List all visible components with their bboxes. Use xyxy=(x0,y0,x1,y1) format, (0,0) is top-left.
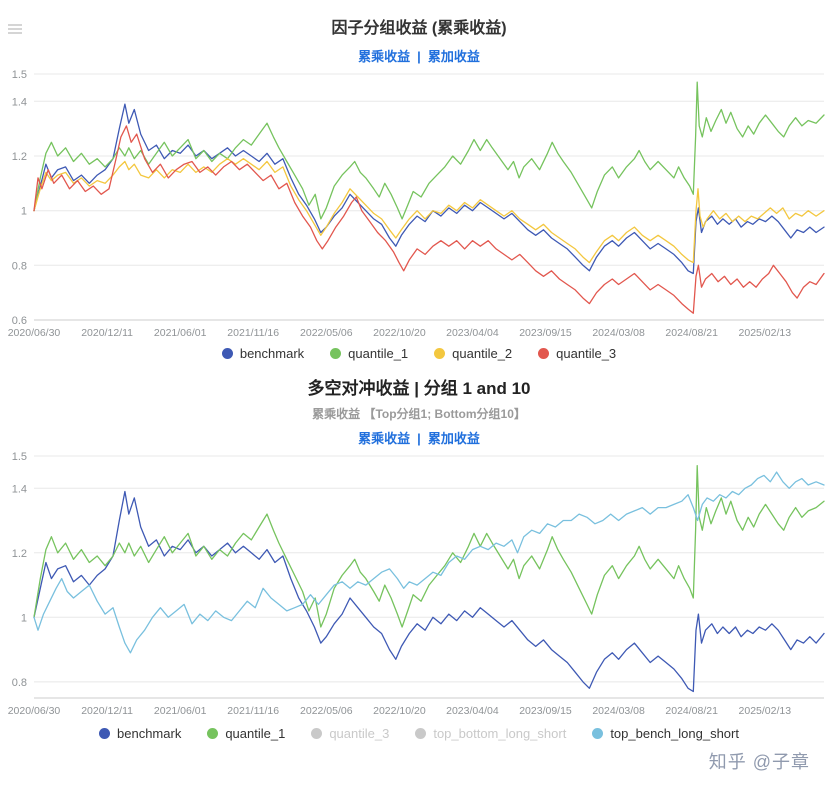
series-line-quantile_3 xyxy=(33,125,825,314)
legend-label: top_bottom_long_short xyxy=(433,725,567,741)
legend-item-quantile_1[interactable]: quantile_1 xyxy=(207,726,285,741)
series-line-quantile_1 xyxy=(33,81,825,220)
series-line-benchmark xyxy=(33,490,825,693)
x-axis-label: 2023/04/04 xyxy=(446,705,499,717)
legend-label: benchmark xyxy=(239,345,305,361)
chart-view-switcher: 累乘收益 | 累加收益 xyxy=(0,48,838,66)
y-axis-label: 1.2 xyxy=(12,151,27,163)
legend-label: quantile_3 xyxy=(556,345,617,361)
y-axis-label: 1.4 xyxy=(12,483,27,495)
legend-marker xyxy=(207,727,219,739)
x-axis-label: 2024/03/08 xyxy=(592,705,645,717)
x-axis-label: 2020/06/30 xyxy=(8,705,61,717)
legend-marker xyxy=(538,347,550,359)
legend-marker xyxy=(221,347,233,359)
y-axis-label: 1 xyxy=(21,206,27,218)
legend-label: quantile_1 xyxy=(348,345,409,361)
link-cumulative-product[interactable]: 累乘收益 xyxy=(358,431,411,446)
chart-canvas: 0.6 0.8 1 1.2 1.4 1.5 2020/06/30 2020/12/11 2021… xyxy=(8,69,825,339)
factor-group-legend: benchmark quantile_1 quantile_2 quantile_3 xyxy=(0,342,838,364)
x-axis-label: 2023/09/15 xyxy=(519,327,572,339)
x-axis-label: 2023/09/15 xyxy=(519,705,572,717)
x-axis-label: 2021/06/01 xyxy=(154,705,207,717)
long-short-line-plot[interactable]: 0.8 1 1.2 1.4 1.5 2020/06/30 2020/12/11 2021/06… xyxy=(0,448,838,720)
series-line-benchmark xyxy=(33,103,825,275)
series-line-top_bench_long_short xyxy=(33,471,825,654)
x-axis-label: 2020/06/30 xyxy=(8,327,61,339)
link-cumulative-sum[interactable]: 累加收益 xyxy=(427,49,480,64)
link-cumulative-sum[interactable]: 累加收益 xyxy=(427,431,480,446)
series-line-quantile_1 xyxy=(33,465,825,628)
x-axis-label: 2024/08/21 xyxy=(665,705,718,717)
factor-group-line-plot[interactable]: 0.6 0.8 1 1.2 1.4 1.5 2020/06/30 2020/12/11 2021… xyxy=(0,66,838,340)
x-axis-label: 2021/06/01 xyxy=(154,327,207,339)
chart-factor-group-returns: 因子分组收益 (累乘收益) 累乘收益 | 累加收益 0.6 0.8 1 1.2 1.4 1.5… xyxy=(0,18,838,364)
x-axis-label: 2023/04/04 xyxy=(446,327,499,339)
series-line-quantile_2 xyxy=(33,158,825,264)
factor-report-page: 因子分组收益 (累乘收益) 累乘收益 | 累加收益 0.6 0.8 1 1.2 1.4 1.5… xyxy=(0,18,838,772)
legend-item-quantile_3[interactable]: quantile_3 xyxy=(538,346,616,361)
y-axis-label: 0.6 xyxy=(12,315,27,327)
x-axis-label: 2024/08/21 xyxy=(665,327,718,339)
y-axis-label: 0.8 xyxy=(12,260,27,272)
x-axis-label: 2024/03/08 xyxy=(592,327,645,339)
legend-marker xyxy=(434,347,446,359)
legend-label: benchmark xyxy=(117,725,182,741)
y-axis-label: 1.5 xyxy=(12,451,27,463)
legend-label: top_bench_long_short xyxy=(610,725,739,741)
legend-label: quantile_3 xyxy=(329,725,390,741)
chart-subtitle: 累乘收益 【Top分组1; Bottom分组10】 xyxy=(312,407,526,421)
legend-marker xyxy=(99,727,111,739)
y-axis-label: 1.4 xyxy=(12,96,27,108)
x-axis-label: 2021/11/16 xyxy=(227,705,279,717)
watermark: 知乎 @子章 xyxy=(708,752,810,772)
legend-marker xyxy=(311,727,323,739)
legend-marker xyxy=(330,347,342,359)
y-axis-label: 1.2 xyxy=(12,548,27,560)
link-cumulative-product[interactable]: 累乘收益 xyxy=(358,49,411,64)
legend-item-top_bottom_long_short[interactable]: top_bottom_long_short xyxy=(415,726,566,741)
x-axis-label: 2020/12/11 xyxy=(81,327,133,339)
link-separator: | xyxy=(417,431,421,446)
x-axis-label: 2020/12/11 xyxy=(81,705,133,717)
legend-label: quantile_1 xyxy=(225,725,286,741)
legend-item-quantile_1[interactable]: quantile_1 xyxy=(330,346,408,361)
y-axis-label: 1.5 xyxy=(12,69,27,81)
x-axis-label: 2025/02/13 xyxy=(739,327,792,339)
menu-icon xyxy=(8,24,22,35)
legend-item-quantile_2[interactable]: quantile_2 xyxy=(434,346,512,361)
x-axis-label: 2022/05/06 xyxy=(300,705,353,717)
x-axis-label: 2022/05/06 xyxy=(300,327,353,339)
y-axis-label: 0.8 xyxy=(12,677,27,689)
chart-canvas: 0.8 1 1.2 1.4 1.5 2020/06/30 2020/12/11 2021/06… xyxy=(8,451,825,717)
legend-item-benchmark[interactable]: benchmark xyxy=(221,345,305,361)
x-axis-label: 2022/10/20 xyxy=(373,705,426,717)
x-axis-label: 2022/10/20 xyxy=(373,327,426,339)
legend-label: quantile_2 xyxy=(452,345,513,361)
y-axis-label: 1 xyxy=(21,612,27,624)
legend-item-benchmark[interactable]: benchmark xyxy=(99,726,181,741)
chart-title: 因子分组收益 (累乘收益) xyxy=(331,20,507,37)
link-separator: | xyxy=(417,49,421,64)
legend-marker xyxy=(592,727,604,739)
legend-item-quantile_3[interactable]: quantile_3 xyxy=(311,726,389,741)
x-axis-label: 2021/11/16 xyxy=(227,327,279,339)
chart-long-short-returns: 多空对冲收益 | 分组 1 and 10 累乘收益 【Top分组1; Botto… xyxy=(0,378,838,744)
x-axis-label: 2025/02/13 xyxy=(739,705,792,717)
legend-item-top_bench_long_short[interactable]: top_bench_long_short xyxy=(592,726,739,741)
chart-view-switcher: 累乘收益 | 累加收益 xyxy=(0,430,838,448)
long-short-legend: benchmark quantile_1 quantile_3 top_bottom_… xyxy=(0,722,838,744)
chart-title: 多空对冲收益 | 分组 1 and 10 xyxy=(307,379,531,398)
legend-marker xyxy=(415,727,427,739)
